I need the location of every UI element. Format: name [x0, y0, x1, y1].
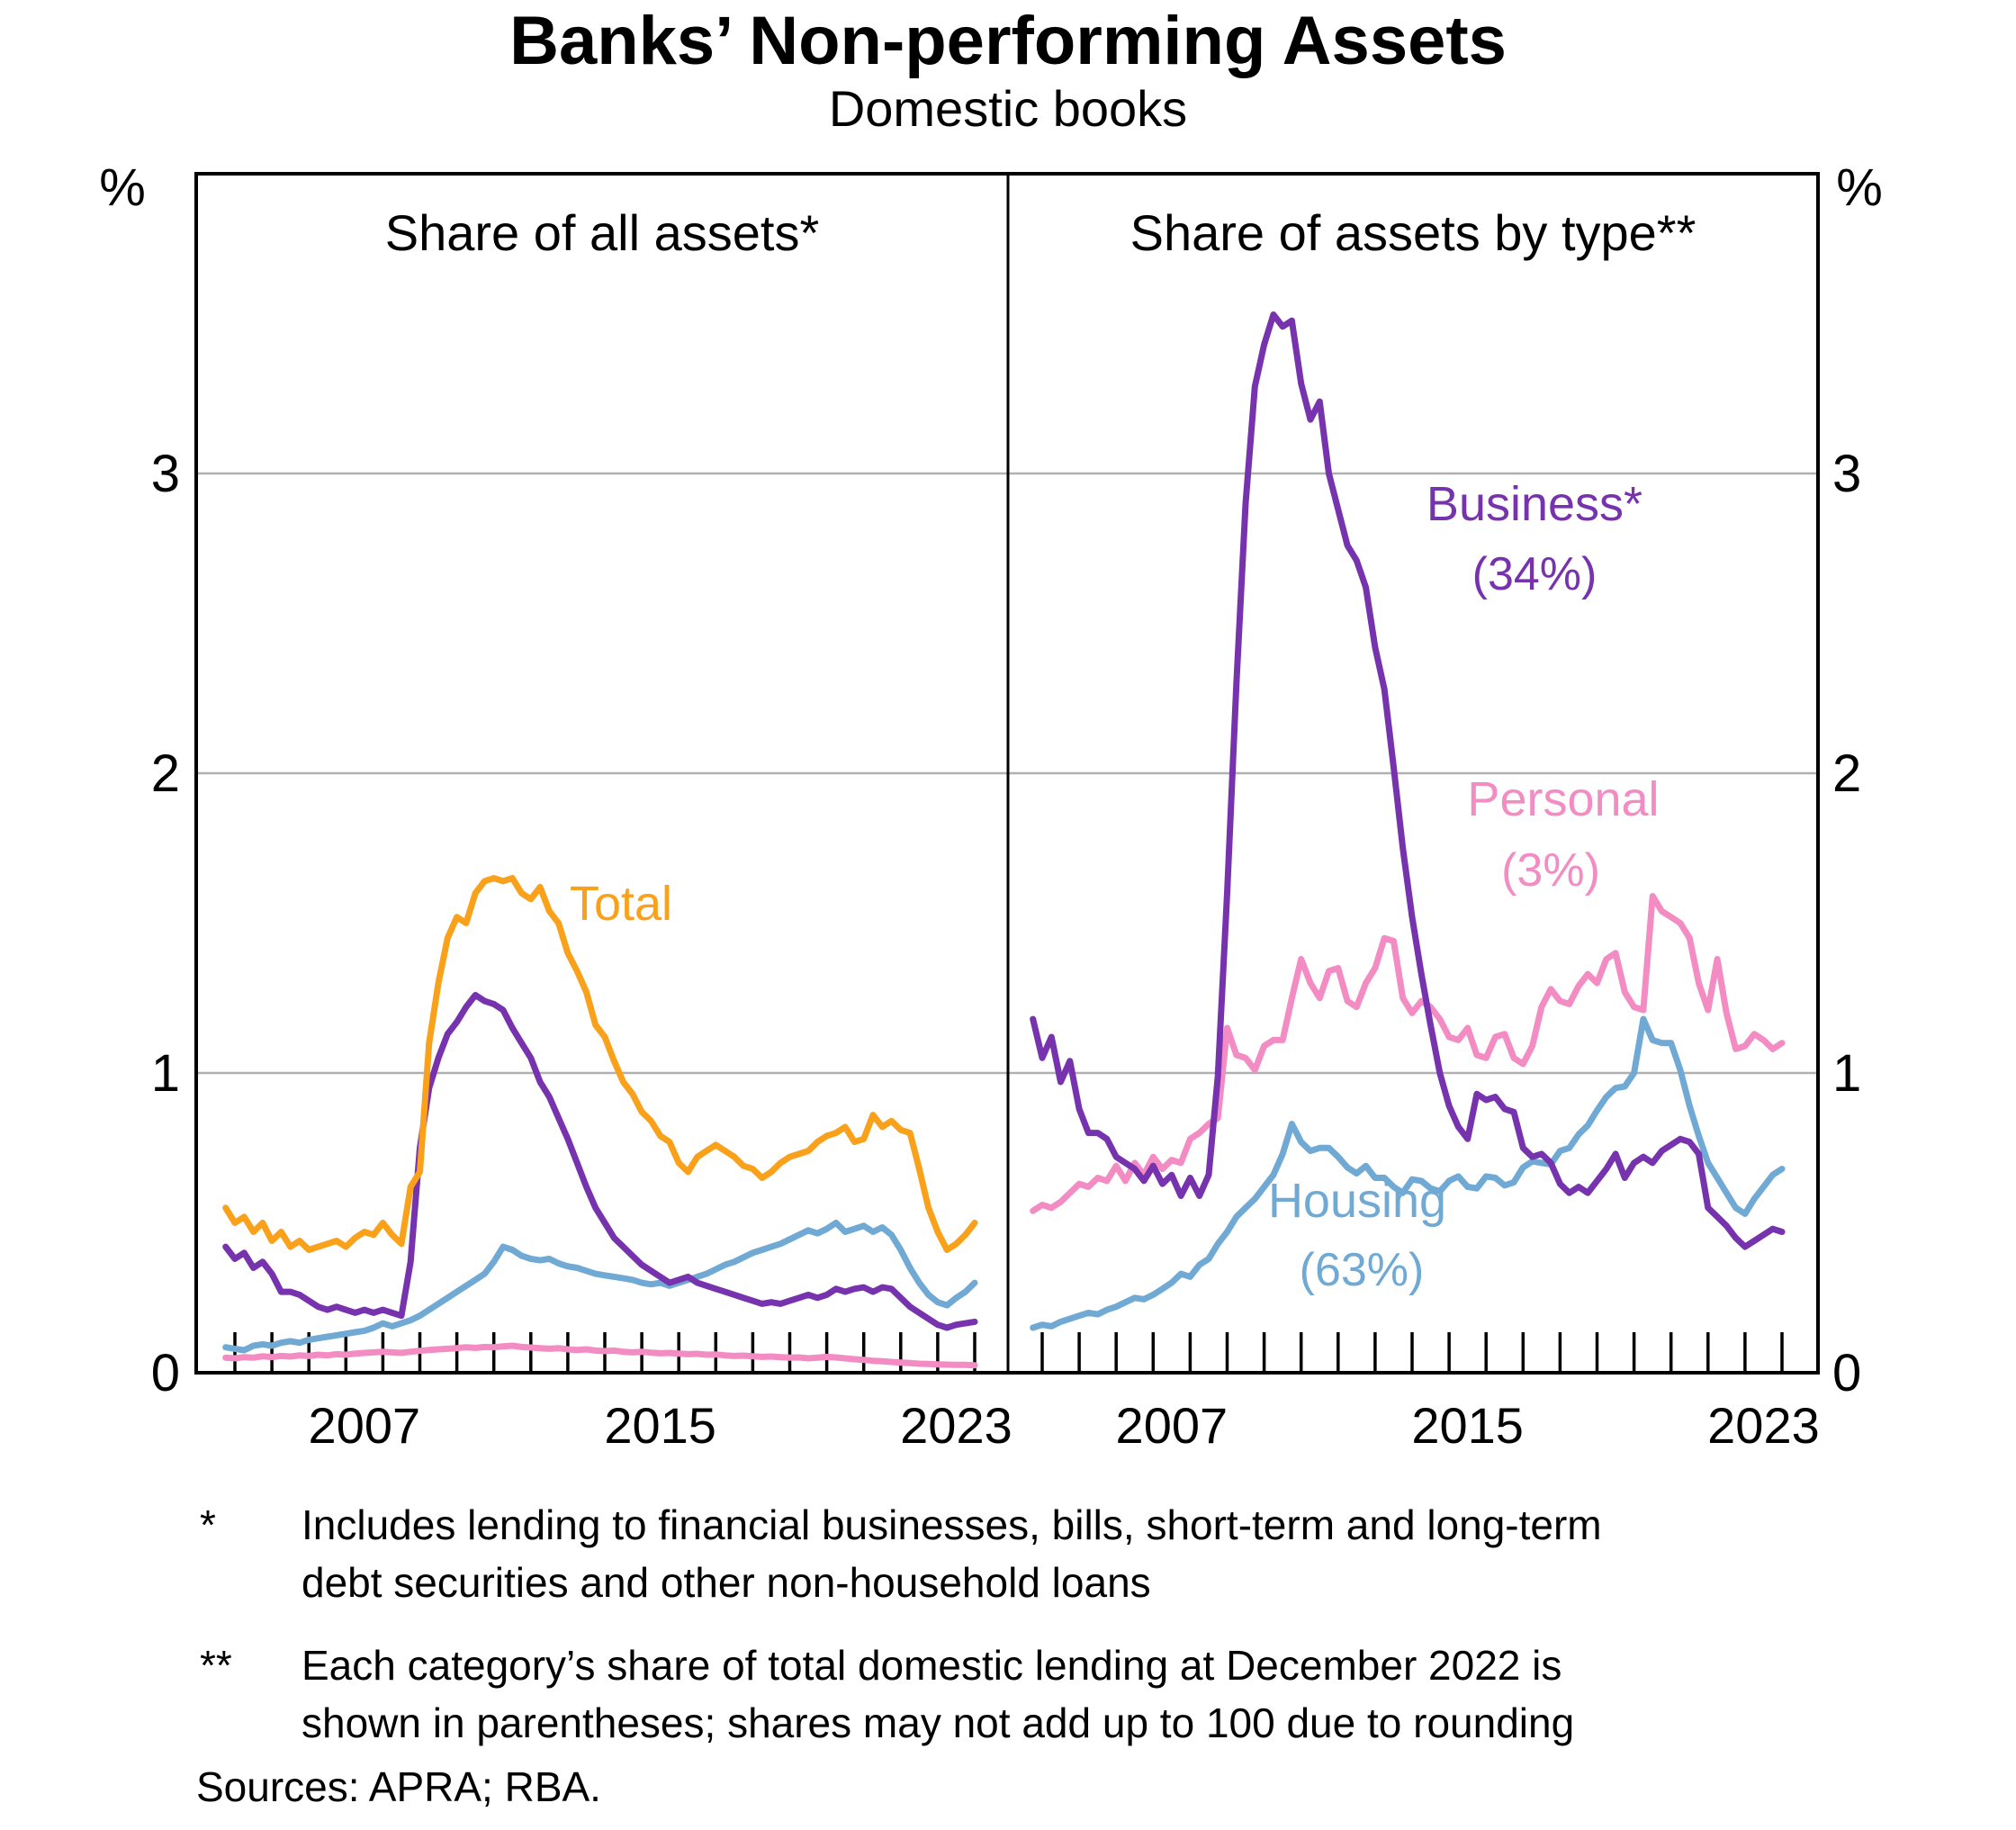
series-label-business: Business*: [1426, 477, 1642, 531]
x-label-panel1-2007: 2007: [309, 1397, 421, 1454]
y-label-right-1: 1: [1832, 1044, 1861, 1103]
footnote-1-line-2: debt securities and other non-household …: [302, 1559, 1151, 1606]
y-label-left-2: 2: [151, 744, 180, 803]
footnote-2-text: Each category’s share of total domestic …: [302, 1636, 1574, 1752]
x-label-panel2-2015: 2015: [1411, 1397, 1524, 1454]
series-personal-panel2-line: [1030, 893, 1786, 1214]
footnote-2: ** Each category’s share of total domest…: [200, 1636, 1574, 1752]
chart-subtitle: Domestic books: [828, 80, 1188, 137]
series-share-housing: (63%): [1300, 1244, 1425, 1296]
footnote-2-line-2: shown in parentheses; shares may not add…: [302, 1699, 1575, 1746]
y-label-right-0: 0: [1832, 1344, 1861, 1402]
footnote-1-marker: *: [200, 1501, 216, 1548]
series-label-housing: Housing: [1268, 1174, 1446, 1228]
footnote-1: * Includes lending to financial business…: [200, 1496, 1602, 1611]
series-share-business: (34%): [1472, 548, 1598, 600]
x-label-panel1-2023: 2023: [900, 1397, 1012, 1454]
series-label-personal: Personal: [1467, 772, 1659, 826]
x-label-panel2-2023: 2023: [1707, 1397, 1820, 1454]
series-business-panel2-line: [1030, 311, 1786, 1250]
footnote-1-text: Includes lending to financial businesses…: [302, 1496, 1602, 1611]
series-housing-panel2-line: [1030, 1015, 1786, 1331]
x-label-panel2-2007: 2007: [1116, 1397, 1228, 1454]
y-label-left-1: 1: [151, 1044, 180, 1103]
series-business-panel1-line: [222, 991, 978, 1331]
y-label-left-3: 3: [151, 445, 180, 503]
series-share-personal: (3%): [1501, 844, 1600, 897]
y-axis-unit-left: %: [99, 158, 146, 217]
sources-line: Sources: APRA; RBA.: [196, 1763, 601, 1810]
y-axis-unit-right: %: [1836, 158, 1883, 217]
x-label-panel1-2015: 2015: [604, 1397, 716, 1454]
footnote-2-marker: **: [200, 1642, 232, 1689]
panel-1-title: Share of all assets*: [385, 204, 819, 261]
y-label-left-0: 0: [151, 1344, 180, 1402]
y-label-right-3: 3: [1832, 445, 1861, 503]
series-total-panel1-line: [222, 875, 978, 1253]
panel-2-title: Share of assets by type**: [1130, 204, 1696, 261]
series-housing-panel1-line: [222, 1220, 978, 1354]
chart-title: Banks’ Non-performing Assets: [509, 3, 1507, 79]
series-label-total: Total: [570, 877, 672, 931]
footnote-1-line-1: Includes lending to financial businesses…: [302, 1501, 1602, 1548]
footnote-2-line-1: Each category’s share of total domestic …: [302, 1642, 1562, 1689]
series-personal-panel1-line: [222, 1342, 978, 1369]
y-label-right-2: 2: [1832, 744, 1861, 803]
